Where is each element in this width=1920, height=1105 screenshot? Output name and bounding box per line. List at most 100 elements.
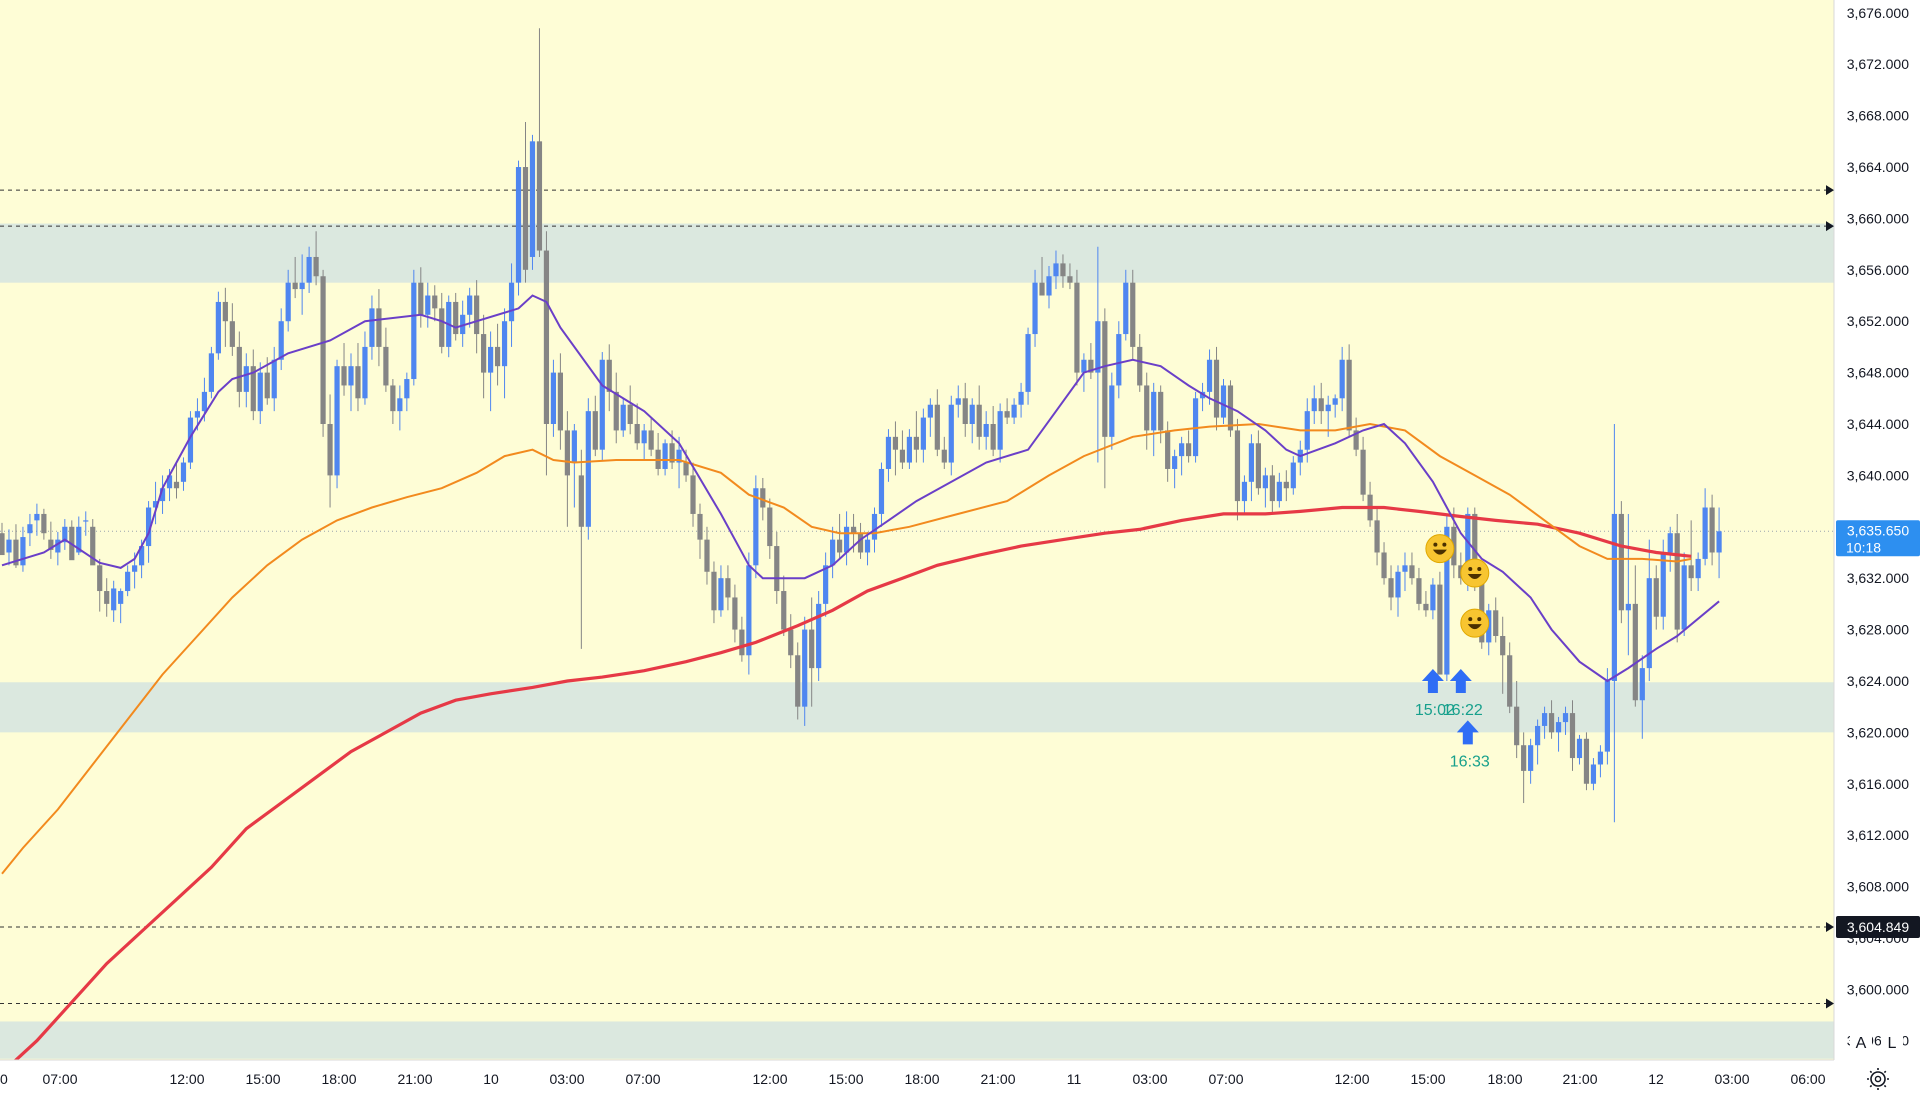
candle-body [557,372,563,431]
candle-body [613,391,619,431]
candle-body [1339,359,1345,399]
time-tick-label: 21:00 [1562,1071,1597,1087]
candle-body [599,359,605,450]
candle-body [1681,565,1687,630]
candle-body [194,411,201,418]
candle-body [1402,565,1408,572]
time-tick-label: 07:00 [1208,1071,1243,1087]
candle-body [704,539,710,572]
candle-body [536,141,543,251]
candle-body [850,526,857,534]
candle-body [76,526,82,553]
candle-body [501,321,508,367]
candle-body [1514,706,1520,746]
candle-body [697,513,703,540]
candle-body [257,372,263,412]
candle-body [1667,533,1673,553]
supply-demand-zones [0,223,1834,1059]
signal-time-label: 16:33 [1450,753,1490,770]
candle-body [627,404,633,424]
candle-body [159,488,166,502]
time-tick-label: 10 [483,1071,499,1087]
candle-body [1081,359,1087,373]
corner-panel [1834,1060,1920,1100]
time-tick-label: 15:00 [828,1071,863,1087]
candle-body [48,539,54,550]
candle-body [1716,531,1722,553]
candle-body [1521,745,1527,771]
candle-body [1702,507,1708,559]
candle-body [592,411,598,450]
candle-body [488,346,494,373]
candle-body [1660,552,1666,617]
plot-background[interactable] [0,0,1834,1060]
candle-body [809,629,815,669]
candle-body [641,430,647,444]
candle-body [1500,636,1506,656]
candle-body [1011,404,1017,418]
candle-body [969,404,975,424]
candle-body [104,591,110,604]
candle-body [55,539,61,553]
candle-body [857,533,864,553]
candle-body [229,321,235,347]
candle-body [1395,571,1401,598]
candle-body [823,565,829,604]
settings-gear-icon[interactable] [1867,1068,1889,1090]
candle-body [355,366,361,399]
candle-body [1053,263,1059,277]
candle-body [1025,334,1031,392]
candle-body [1151,391,1157,431]
price-tick-label: 3,648.000 [1847,365,1909,381]
candle-body [180,462,187,482]
time-axis-panel[interactable] [0,1060,1834,1100]
candle-body [425,295,431,315]
candle-body [934,404,940,450]
time-tick-label: 21:00 [397,1071,432,1087]
candle-body [543,250,550,424]
candle-body [313,256,319,277]
candle-body [334,366,340,476]
candle-body [1472,513,1478,579]
candle-body [1095,321,1101,373]
time-tick-label: 11 [1067,1071,1082,1087]
candle-body [1541,713,1548,726]
candle-body [746,565,752,656]
candle-body [83,520,89,522]
candle-body [1555,722,1562,733]
candle-body [453,301,459,335]
zone-band [0,223,1834,283]
candle-body [1493,610,1499,636]
candle-body [1653,578,1659,617]
candle-body [802,629,808,707]
candle-body [1625,603,1631,611]
candle-body [913,436,919,450]
time-tick-label: 15:00 [1410,1071,1445,1087]
candle-body [690,475,696,514]
candle-body [1248,443,1255,482]
candle-body [1109,385,1115,437]
auto-scale-button[interactable]: A [1850,1031,1872,1053]
candle-body [1325,404,1331,412]
price-tick-label: 3,608.000 [1847,879,1909,895]
log-scale-button[interactable]: L [1881,1031,1903,1053]
candle-body [1479,578,1485,643]
candle-body [564,430,570,476]
candle-body [222,301,228,322]
price-tick-label: 3,628.000 [1847,622,1909,638]
price-tick-label: 3,652.000 [1847,313,1909,329]
signal-time-label: 16:22 [1443,702,1483,719]
candle-body [1353,430,1359,450]
candle-body [1276,481,1282,502]
candle-body [816,603,822,669]
candle-body [739,629,745,656]
time-tick-label: 03:00 [549,1071,584,1087]
candle-body [1137,346,1143,386]
candle-body [20,537,26,566]
candle-body [634,424,640,444]
candle-body [1165,430,1171,469]
level-arrow-icon [1826,185,1834,196]
